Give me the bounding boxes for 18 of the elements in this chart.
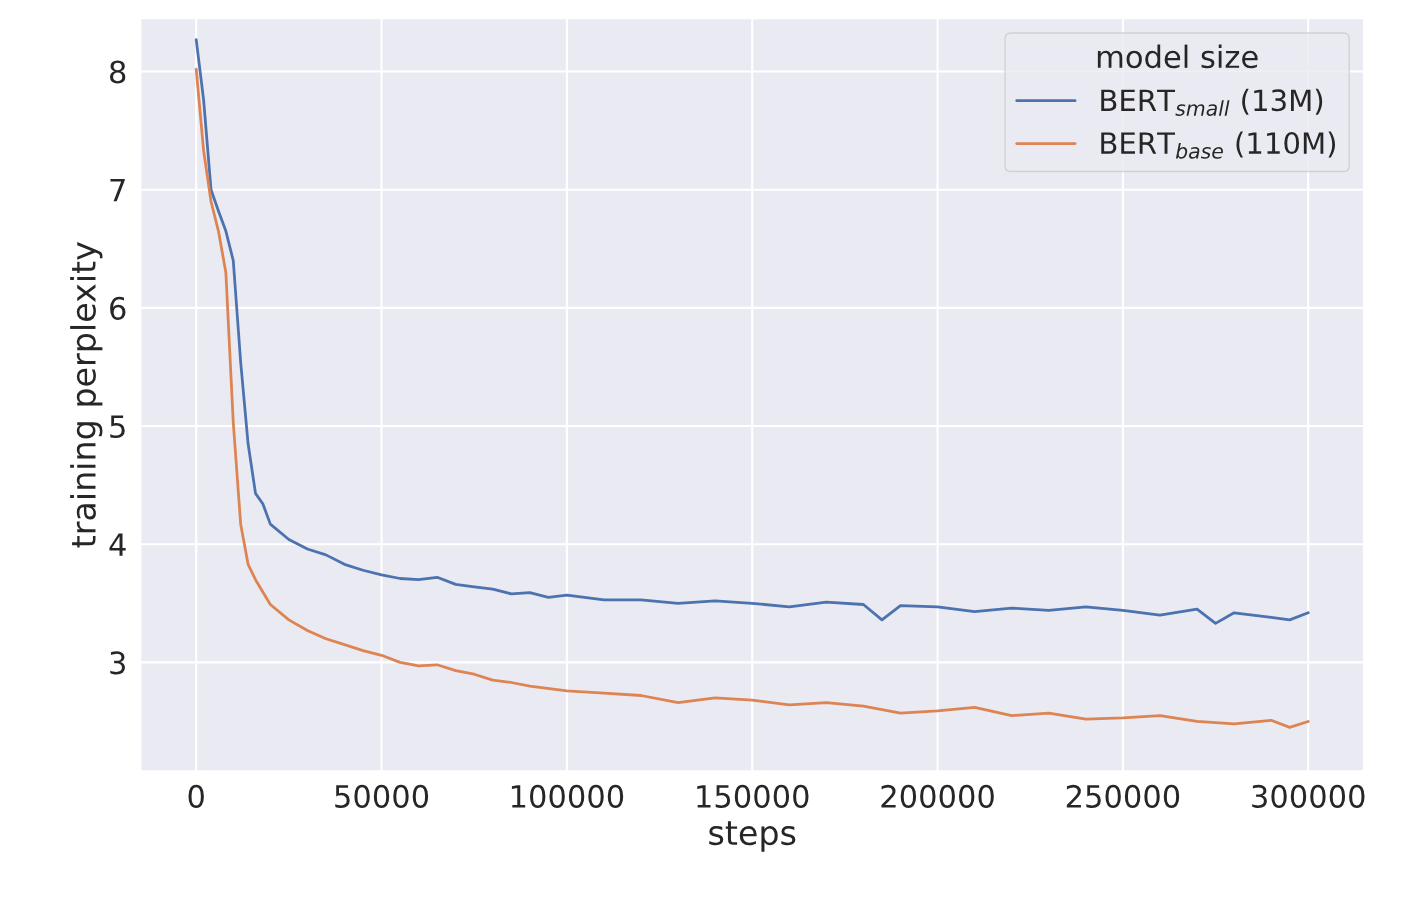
x-tick-label: 200000 — [881, 784, 994, 808]
y-tick-label: 3 — [110, 651, 125, 675]
x-tick-label: 0 — [188, 784, 204, 808]
x-tick-label: 250000 — [1066, 784, 1180, 808]
x-tick-label: 300000 — [1252, 784, 1365, 808]
legend-label: BERT$_{base}$ (110M) — [1101, 131, 1336, 159]
y-tick-label: 4 — [109, 533, 126, 556]
y-tick-label: 5 — [110, 415, 125, 439]
legend-title: model size — [1097, 44, 1258, 69]
y-axis-title: training perplexity — [70, 242, 103, 548]
y-tick-label: 8 — [110, 60, 126, 84]
x-tick-label: 100000 — [511, 784, 624, 808]
x-tick-label: 50000 — [335, 784, 429, 808]
x-tick-label: 150000 — [697, 784, 809, 808]
x-axis-title: steps — [709, 821, 796, 852]
y-tick-label: 6 — [110, 296, 126, 320]
y-tick-label: 7 — [110, 179, 125, 202]
legend-label: BERT$_{small}$ (13M) — [1101, 88, 1323, 116]
